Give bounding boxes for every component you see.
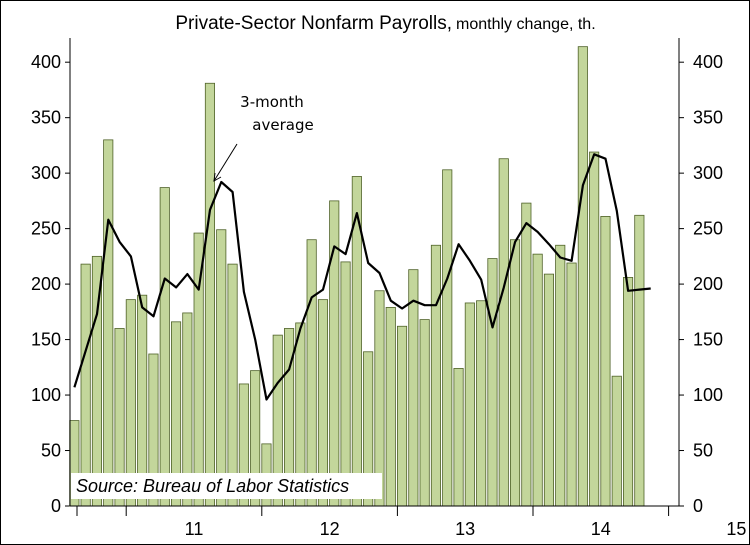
y-tick-label-left: 200: [31, 274, 61, 294]
annotation-line1: 3-month: [240, 93, 304, 111]
bar: [80, 263, 91, 507]
x-tick-label: 13: [455, 519, 475, 539]
bar: [306, 239, 317, 507]
bar: [216, 229, 227, 507]
bar-series: [69, 46, 645, 507]
bar: [577, 46, 588, 507]
y-tick-label-right: 0: [693, 496, 703, 516]
y-tick-label-left: 400: [31, 52, 61, 72]
y-tick-label-left: 300: [31, 163, 61, 183]
y-tick-label-right: 200: [693, 274, 723, 294]
bar: [227, 263, 238, 507]
bar: [543, 273, 554, 507]
y-tick-label-left: 50: [41, 441, 61, 461]
annotation-arrow: [213, 143, 238, 182]
y-tick-label-right: 100: [693, 385, 723, 405]
bar: [611, 375, 622, 507]
bar: [453, 368, 464, 507]
bar: [408, 269, 419, 507]
bar: [521, 202, 532, 507]
bar: [509, 239, 521, 507]
bar: [623, 277, 634, 507]
y-tick-label-right: 150: [693, 330, 723, 350]
bar: [476, 300, 487, 507]
x-tick-label: 12: [320, 519, 340, 539]
three-month-average-line: [73, 153, 651, 401]
bar: [419, 319, 430, 507]
y-tick-label-right: 400: [693, 52, 723, 72]
bar: [532, 253, 543, 507]
bar: [634, 214, 645, 507]
bar: [159, 187, 170, 507]
bar: [498, 158, 509, 507]
bar: [555, 244, 566, 507]
bar: [103, 139, 114, 507]
chart-title: Private-Sector Nonfarm Payrolls,: [175, 13, 452, 34]
y-tick-label-left: 100: [31, 385, 61, 405]
bar: [600, 216, 611, 507]
bar: [589, 151, 600, 507]
x-tick-label: 15: [726, 519, 746, 539]
bar: [204, 82, 216, 507]
line-series: [73, 153, 651, 401]
y-tick-label-right: 300: [693, 163, 723, 183]
y-tick-label-right: 350: [693, 108, 723, 128]
y-tick-label-left: 350: [31, 108, 61, 128]
x-tick-label: 11: [185, 519, 204, 539]
bar: [396, 325, 408, 507]
y-axis-left: 0 50 100 150 200 250 300 350 400: [31, 52, 70, 516]
x-tick-label: 14: [591, 519, 611, 539]
y-tick-label-left: 250: [31, 219, 61, 239]
bar: [566, 262, 577, 507]
chart-subtitle: monthly change, th.: [456, 16, 596, 33]
bar: [442, 169, 453, 507]
y-tick-label-right: 250: [693, 219, 723, 239]
y-tick-label-left: 0: [51, 496, 61, 516]
source-box: [71, 473, 382, 499]
x-axis: 11 12 13 14 15: [69, 38, 746, 539]
bar: [340, 261, 351, 507]
bar: [385, 306, 396, 507]
y-tick-label-right: 50: [693, 441, 713, 461]
bar: [487, 258, 498, 507]
source-text: Source: Bureau of Labor Statistics: [76, 476, 349, 496]
y-axis-right: 0 50 100 150 200 250 300 350 400: [679, 52, 723, 516]
annotation-line2: average: [252, 116, 313, 134]
bar: [430, 244, 441, 507]
annotation-arrowhead: [213, 172, 222, 182]
y-tick-label-left: 150: [31, 330, 61, 350]
bar: [464, 302, 475, 507]
